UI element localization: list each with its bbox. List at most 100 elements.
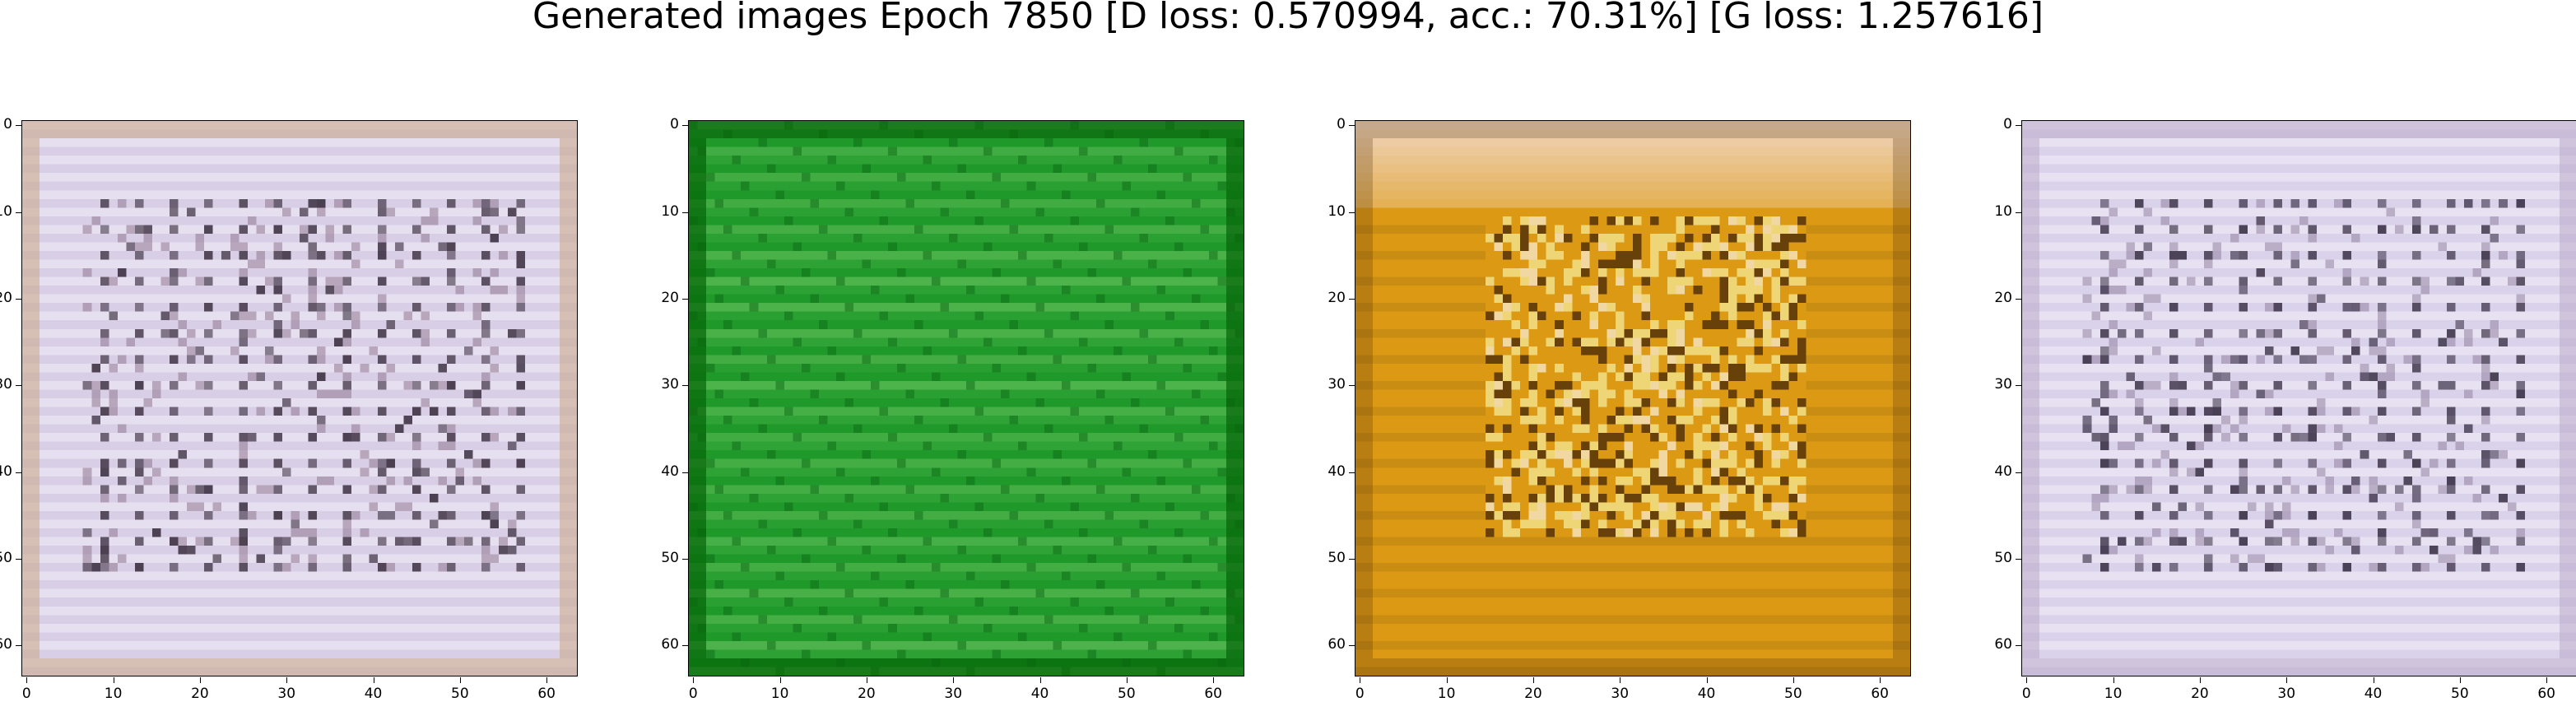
- x-tick-label: 50: [2435, 686, 2485, 702]
- y-tick-label: 0: [648, 116, 679, 132]
- x-tick-label: 60: [1188, 686, 1238, 702]
- x-tick: [1127, 677, 1128, 683]
- y-tick: [682, 559, 688, 560]
- x-tick-label: 30: [2262, 686, 2311, 702]
- y-tick: [2016, 299, 2021, 300]
- y-tick: [682, 212, 688, 213]
- x-tick-label: 20: [2175, 686, 2225, 702]
- x-tick-label: 10: [2089, 686, 2138, 702]
- y-tick: [16, 212, 21, 213]
- x-tick-label: 60: [522, 686, 571, 702]
- y-tick-label: 20: [1314, 290, 1346, 306]
- generated-image-4: [2022, 121, 2576, 676]
- x-tick-label: 10: [1422, 686, 1472, 702]
- x-tick: [693, 677, 694, 683]
- x-tick-label: 40: [349, 686, 398, 702]
- y-tick: [2016, 385, 2021, 386]
- x-tick: [780, 677, 781, 683]
- x-tick: [1880, 677, 1881, 683]
- y-tick: [682, 125, 688, 126]
- x-tick-label: 30: [928, 686, 978, 702]
- x-tick-label: 0: [1335, 686, 1384, 702]
- x-tick-label: 0: [668, 686, 718, 702]
- x-tick: [2460, 677, 2461, 683]
- generated-image-3: [1355, 121, 1910, 676]
- y-tick: [16, 385, 21, 386]
- y-tick: [1349, 125, 1355, 126]
- y-tick-label: 40: [0, 463, 12, 480]
- x-tick-label: 0: [2002, 686, 2051, 702]
- generated-image-1: [22, 121, 577, 676]
- x-tick: [460, 677, 461, 683]
- x-tick: [2200, 677, 2201, 683]
- y-tick: [2016, 212, 2021, 213]
- x-tick: [26, 677, 27, 683]
- y-tick: [16, 299, 21, 300]
- y-tick: [682, 299, 688, 300]
- y-tick-label: 30: [648, 376, 679, 393]
- y-tick: [1349, 385, 1355, 386]
- x-tick-label: 40: [1016, 686, 1065, 702]
- y-tick-label: 60: [1981, 636, 2012, 653]
- x-tick: [1533, 677, 1534, 683]
- y-tick: [2016, 472, 2021, 473]
- y-tick: [682, 645, 688, 646]
- x-tick: [1793, 677, 1794, 683]
- y-tick-label: 10: [648, 203, 679, 220]
- y-tick-label: 10: [1314, 203, 1346, 220]
- x-tick: [2113, 677, 2114, 683]
- y-tick-label: 0: [1314, 116, 1346, 132]
- figure-title: Generated images Epoch 7850 [D loss: 0.5…: [0, 0, 2576, 37]
- x-tick-label: 0: [2, 686, 51, 702]
- x-tick-label: 60: [1855, 686, 1904, 702]
- x-tick-label: 30: [1595, 686, 1644, 702]
- x-tick-label: 50: [1769, 686, 1818, 702]
- y-tick-label: 30: [0, 376, 12, 393]
- y-tick: [16, 472, 21, 473]
- y-tick-label: 20: [648, 290, 679, 306]
- y-tick: [1349, 559, 1355, 560]
- y-tick-label: 40: [1981, 463, 2012, 480]
- x-tick: [1040, 677, 1041, 683]
- y-tick: [2016, 125, 2021, 126]
- x-tick-label: 20: [175, 686, 225, 702]
- x-tick: [953, 677, 954, 683]
- x-tick-label: 50: [1102, 686, 1151, 702]
- x-tick: [200, 677, 201, 683]
- x-tick: [1707, 677, 1708, 683]
- y-tick: [2016, 645, 2021, 646]
- x-tick: [286, 677, 287, 683]
- y-tick: [1349, 299, 1355, 300]
- x-tick: [546, 677, 547, 683]
- y-tick: [1349, 212, 1355, 213]
- y-tick: [16, 125, 21, 126]
- x-tick: [1213, 677, 1214, 683]
- y-tick-label: 40: [648, 463, 679, 480]
- y-tick: [2016, 559, 2021, 560]
- x-tick-label: 10: [89, 686, 138, 702]
- y-tick-label: 0: [1981, 116, 2012, 132]
- y-tick-label: 30: [1314, 376, 1346, 393]
- y-tick-label: 60: [0, 636, 12, 653]
- x-tick-label: 20: [842, 686, 891, 702]
- y-tick-label: 50: [1314, 550, 1346, 566]
- x-tick-label: 20: [1509, 686, 1558, 702]
- y-tick-label: 0: [0, 116, 12, 132]
- y-tick-label: 60: [648, 636, 679, 653]
- y-tick-label: 10: [1981, 203, 2012, 220]
- y-tick: [16, 645, 21, 646]
- y-tick: [1349, 645, 1355, 646]
- y-tick: [1349, 472, 1355, 473]
- y-tick-label: 50: [1981, 550, 2012, 566]
- y-tick: [16, 559, 21, 560]
- y-tick-label: 20: [0, 290, 12, 306]
- x-tick: [1447, 677, 1448, 683]
- x-tick-label: 60: [2522, 686, 2571, 702]
- x-tick-label: 50: [435, 686, 485, 702]
- y-tick-label: 40: [1314, 463, 1346, 480]
